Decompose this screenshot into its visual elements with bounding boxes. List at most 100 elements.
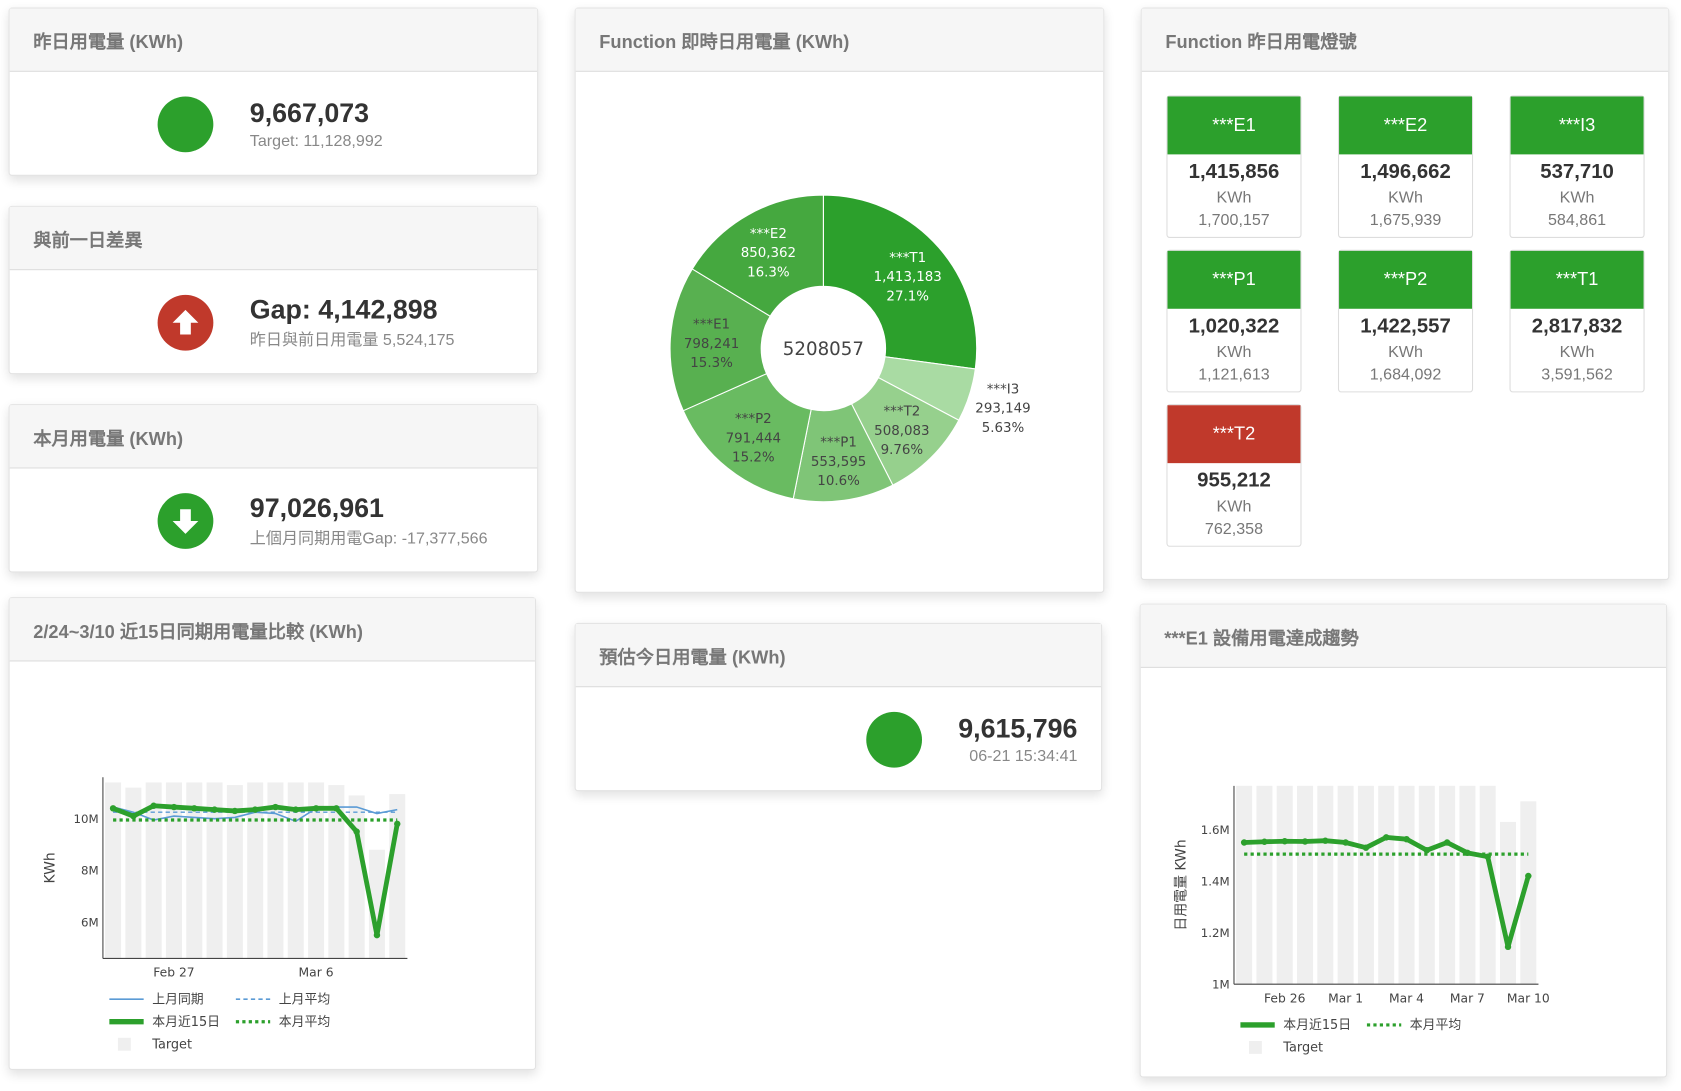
pie-label: ***T1 bbox=[889, 251, 926, 266]
light-value: 1,496,662 bbox=[1360, 160, 1451, 184]
light-target: 584,861 bbox=[1547, 211, 1607, 230]
legend-label: 本月近15日 bbox=[152, 1015, 220, 1030]
legend-label: 本月平均 bbox=[1410, 1018, 1461, 1033]
target-bar bbox=[1418, 785, 1435, 985]
pie-slice bbox=[669, 268, 771, 412]
data-point bbox=[1261, 838, 1268, 845]
kpi-sub: 上個月同期用電Gap: -17,377,566 bbox=[249, 529, 488, 548]
light-box: ***E2 1,496,662 KWh 1,675,939 bbox=[1337, 95, 1474, 239]
target-bar bbox=[1337, 785, 1354, 985]
pie-pct: 27.1% bbox=[886, 289, 929, 304]
y-tick-label: 1M bbox=[1212, 977, 1230, 991]
data-point bbox=[251, 806, 259, 813]
y-tick-label: 6M bbox=[81, 916, 99, 930]
light-box: ***I3 537,710 KWh 584,861 bbox=[1509, 95, 1645, 239]
light-value: 955,212 bbox=[1197, 469, 1271, 493]
light-unit: KWh bbox=[1388, 188, 1423, 207]
data-point bbox=[1322, 837, 1329, 844]
pie-value: 798,241 bbox=[684, 337, 739, 352]
pie-slice bbox=[691, 194, 824, 317]
light-header: ***T1 bbox=[1510, 250, 1644, 309]
y-tick-label: 10M bbox=[73, 812, 98, 826]
target-bar bbox=[328, 785, 345, 959]
x-tick-label: Mar 4 bbox=[1389, 991, 1424, 1005]
x-tick-label: Mar 7 bbox=[1450, 991, 1485, 1005]
light-header: ***P1 bbox=[1167, 250, 1301, 309]
pie-center-total: 5208057 bbox=[783, 339, 864, 360]
data-point bbox=[150, 802, 157, 809]
light-target: 762,358 bbox=[1204, 519, 1264, 539]
month-card: 本月用電量 (KWh) 97,026,961 上個月同期用電Gap: -17,37… bbox=[8, 404, 539, 573]
light-box: ***P1 1,020,322 KWh 1,121,613 bbox=[1166, 249, 1302, 393]
y-tick-label: 1.4M bbox=[1201, 874, 1230, 888]
legend-label: 本月近15日 bbox=[1283, 1018, 1351, 1033]
pie-value: 508,083 bbox=[874, 424, 929, 439]
kpi-value: Gap: 4,142,898 bbox=[249, 294, 438, 325]
pie-value: 850,362 bbox=[741, 246, 796, 261]
target-bar bbox=[206, 782, 223, 959]
data-point bbox=[1281, 838, 1288, 845]
data-point bbox=[312, 805, 320, 812]
data-point bbox=[1383, 834, 1390, 841]
pie-label: ***I3 bbox=[987, 382, 1020, 397]
status-green-dot-icon bbox=[866, 711, 922, 768]
donut-chart: ***T1 1,413,183 27.1% ***I3 293,149 5.63% ***T… bbox=[669, 194, 1031, 503]
legend-label: Target bbox=[1282, 1041, 1323, 1056]
light-header: ***T2 bbox=[1167, 405, 1301, 464]
data-point bbox=[130, 812, 137, 820]
data-point bbox=[333, 805, 340, 812]
pie-value: 553,595 bbox=[811, 455, 866, 470]
card-title: 本月用電量 (KWh) bbox=[9, 405, 538, 469]
target-bar bbox=[247, 782, 264, 959]
pie-label: ***E2 bbox=[750, 227, 787, 242]
legend-label: 上月平均 bbox=[279, 992, 330, 1007]
data-point bbox=[272, 803, 279, 811]
data-point bbox=[1525, 872, 1532, 880]
light-target: 1,700,157 bbox=[1198, 211, 1270, 230]
target-bar bbox=[308, 782, 325, 959]
kpi-timestamp: 06-21 15:34:41 bbox=[969, 747, 1078, 766]
light-target: 1,121,613 bbox=[1198, 365, 1270, 384]
x-tick-label: Mar 1 bbox=[1328, 991, 1363, 1005]
x-tick-label: Feb 26 bbox=[1264, 991, 1306, 1005]
data-point bbox=[292, 806, 299, 813]
light-header: ***E2 bbox=[1339, 96, 1472, 155]
light-value: 1,415,856 bbox=[1188, 160, 1280, 184]
pie-label: ***P1 bbox=[820, 436, 857, 451]
target-bar bbox=[287, 782, 304, 959]
data-point bbox=[1362, 844, 1370, 851]
e1-trend-chart: 1M 1.2M 1.4M 1.6M Feb 26 Mar 1 Mar 4 Mar 7 Mar 1… bbox=[1174, 785, 1550, 1056]
pie-label: ***T2 bbox=[883, 404, 920, 419]
pie-pct: 16.3% bbox=[747, 266, 790, 281]
light-unit: KWh bbox=[1216, 188, 1252, 207]
target-bar bbox=[105, 782, 122, 959]
light-target: 1,684,092 bbox=[1369, 365, 1442, 384]
data-point bbox=[1403, 835, 1410, 843]
target-bar bbox=[1357, 785, 1374, 985]
y-tick-label: 8M bbox=[81, 864, 99, 878]
y-axis-label: 日用電量 KWh bbox=[1174, 839, 1190, 930]
arrow-down-icon bbox=[157, 493, 214, 549]
compare-chart-card: 2/24~3/10 近15日同期用電量比較 (KWh) 6M 8M 10M Feb 2… bbox=[8, 597, 537, 1070]
yesterday-card: 昨日用電量 (KWh) 9,667,073 Target: 11,128,992 bbox=[8, 7, 539, 176]
light-value: 1,020,322 bbox=[1188, 315, 1280, 338]
data-point bbox=[1504, 943, 1512, 951]
legend-swatch-target bbox=[1248, 1041, 1262, 1054]
pie-pct: 5.63% bbox=[982, 421, 1025, 436]
pie-value: 791,444 bbox=[726, 431, 781, 446]
kpi-value: 9,615,796 bbox=[958, 714, 1078, 745]
target-bar bbox=[125, 787, 142, 959]
x-tick-label: Feb 27 bbox=[153, 966, 194, 980]
target-bar bbox=[1520, 801, 1537, 985]
target-bar bbox=[368, 849, 385, 959]
pie-label: ***P2 bbox=[735, 412, 772, 427]
target-bar bbox=[267, 782, 284, 959]
kpi-value: 9,667,073 bbox=[249, 98, 370, 129]
light-target: 3,591,562 bbox=[1541, 365, 1613, 384]
x-tick-label: Mar 10 bbox=[1507, 991, 1550, 1005]
data-point bbox=[170, 803, 178, 811]
light-value: 1,422,557 bbox=[1360, 315, 1451, 338]
target-bar bbox=[1236, 785, 1253, 985]
pie-value: 293,149 bbox=[975, 402, 1030, 417]
card-title: Function 即時日用電量 (KWh) bbox=[575, 8, 1104, 72]
